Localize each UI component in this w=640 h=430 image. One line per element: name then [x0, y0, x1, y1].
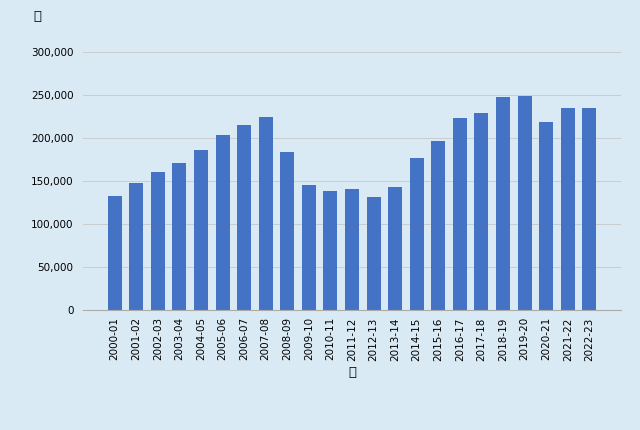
Bar: [151, 172, 165, 310]
Y-axis label: 戸: 戸: [33, 10, 42, 23]
Bar: [108, 196, 122, 310]
Bar: [367, 197, 381, 310]
Bar: [129, 184, 143, 310]
Bar: [280, 152, 294, 310]
Bar: [388, 187, 402, 310]
Bar: [453, 118, 467, 310]
Bar: [194, 150, 208, 310]
Bar: [582, 108, 596, 310]
Bar: [496, 96, 510, 310]
Bar: [302, 185, 316, 310]
Bar: [345, 188, 359, 310]
X-axis label: 年: 年: [348, 366, 356, 379]
Bar: [323, 191, 337, 310]
Bar: [410, 158, 424, 310]
Bar: [259, 117, 273, 310]
Bar: [539, 122, 553, 310]
Bar: [518, 96, 532, 310]
Bar: [431, 141, 445, 310]
Bar: [474, 114, 488, 310]
Bar: [561, 108, 575, 310]
Bar: [172, 163, 186, 310]
Bar: [216, 135, 230, 310]
Bar: [237, 125, 251, 310]
